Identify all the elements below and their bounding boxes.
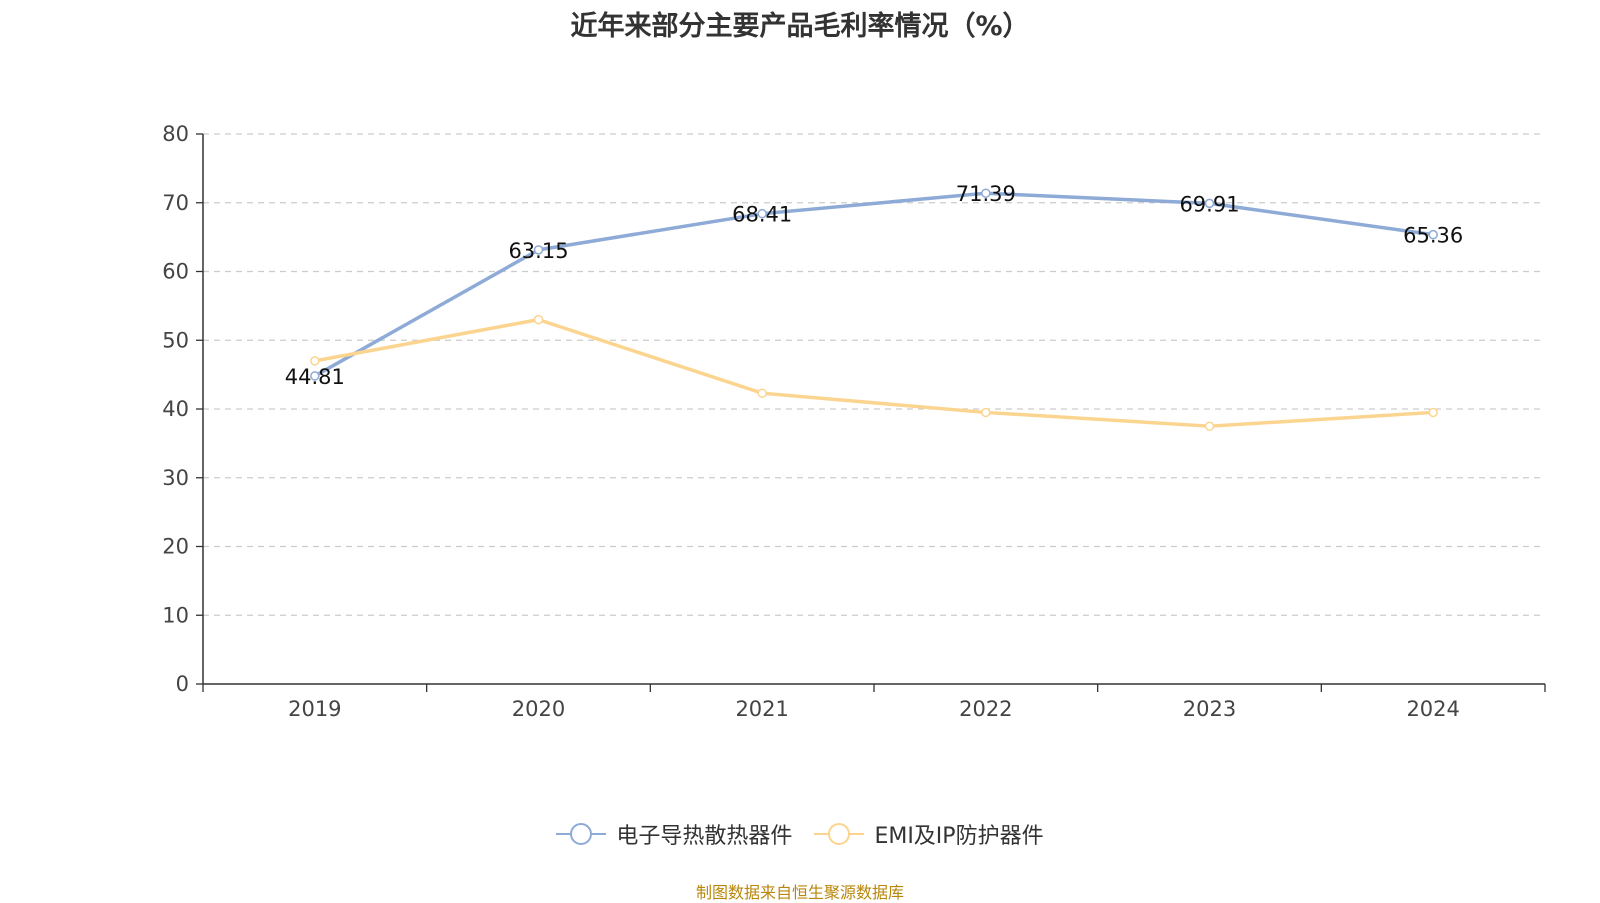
x-tick-label: 2021 xyxy=(735,697,788,721)
source-note: 制图数据来自恒生聚源数据库 xyxy=(695,883,904,902)
legend: 电子导热散热器件 EMI及IP防护器件 xyxy=(0,818,1600,850)
y-tick-label: 70 xyxy=(162,191,189,215)
legend-item-thermal[interactable]: 电子导热散热器件 xyxy=(556,818,792,850)
x-tick-label: 2024 xyxy=(1406,697,1459,721)
series-line-1 xyxy=(314,317,1434,428)
y-tick-label: 40 xyxy=(162,397,189,421)
chart-title: 近年来部分主要产品毛利率情况（%） xyxy=(570,11,1030,42)
data-point xyxy=(310,356,320,366)
y-tick-label: 10 xyxy=(162,603,189,627)
y-tick-label: 20 xyxy=(162,535,189,559)
data-labels: 44.81 63.15 68.41 71.39 69.91 65.36 xyxy=(285,182,1463,389)
y-tick-label: 80 xyxy=(162,122,189,146)
data-point xyxy=(1204,198,1215,209)
series-line-0 xyxy=(313,191,1434,378)
y-tick-label: 60 xyxy=(162,260,189,284)
legend-label: EMI及IP防护器件 xyxy=(874,824,1044,849)
gridlines xyxy=(203,133,1545,616)
data-point xyxy=(533,245,544,255)
line-chart: 0 10 20 30 40 50 60 70 80 2019 2020 2021 2022 2023 202… xyxy=(162,122,1546,721)
data-label: 69.91 xyxy=(1179,192,1239,216)
data-label: 65.36 xyxy=(1403,224,1463,248)
y-tick-label: 0 xyxy=(176,672,189,696)
x-tick-label: 2019 xyxy=(288,697,341,721)
data-point xyxy=(757,388,767,398)
legend-line-circle-icon xyxy=(556,823,607,845)
x-tick-label: 2022 xyxy=(959,697,1012,721)
data-point xyxy=(1204,421,1215,431)
legend-line-circle-icon xyxy=(814,823,865,845)
data-point xyxy=(1428,407,1438,418)
data-point xyxy=(981,407,991,418)
legend-item-emi[interactable]: EMI及IP防护器件 xyxy=(814,818,1044,850)
series-lines xyxy=(310,188,1438,431)
data-label: 71.39 xyxy=(956,182,1016,206)
axes: 0 10 20 30 40 50 60 70 80 2019 2020 2021 2022 2023 202… xyxy=(162,122,1546,721)
data-point xyxy=(757,208,767,219)
data-point xyxy=(1428,229,1438,240)
y-tick-label: 50 xyxy=(162,328,189,352)
data-point xyxy=(533,314,544,325)
data-label: 63.15 xyxy=(508,239,568,263)
data-label: 44.81 xyxy=(285,365,345,389)
data-point xyxy=(981,188,991,198)
data-point xyxy=(310,371,320,381)
x-tick-label: 2023 xyxy=(1183,697,1236,721)
data-label: 68.41 xyxy=(732,203,792,227)
x-tick-label: 2020 xyxy=(512,697,565,721)
legend-label: 电子导热散热器件 xyxy=(616,824,793,849)
y-tick-label: 30 xyxy=(162,466,189,490)
